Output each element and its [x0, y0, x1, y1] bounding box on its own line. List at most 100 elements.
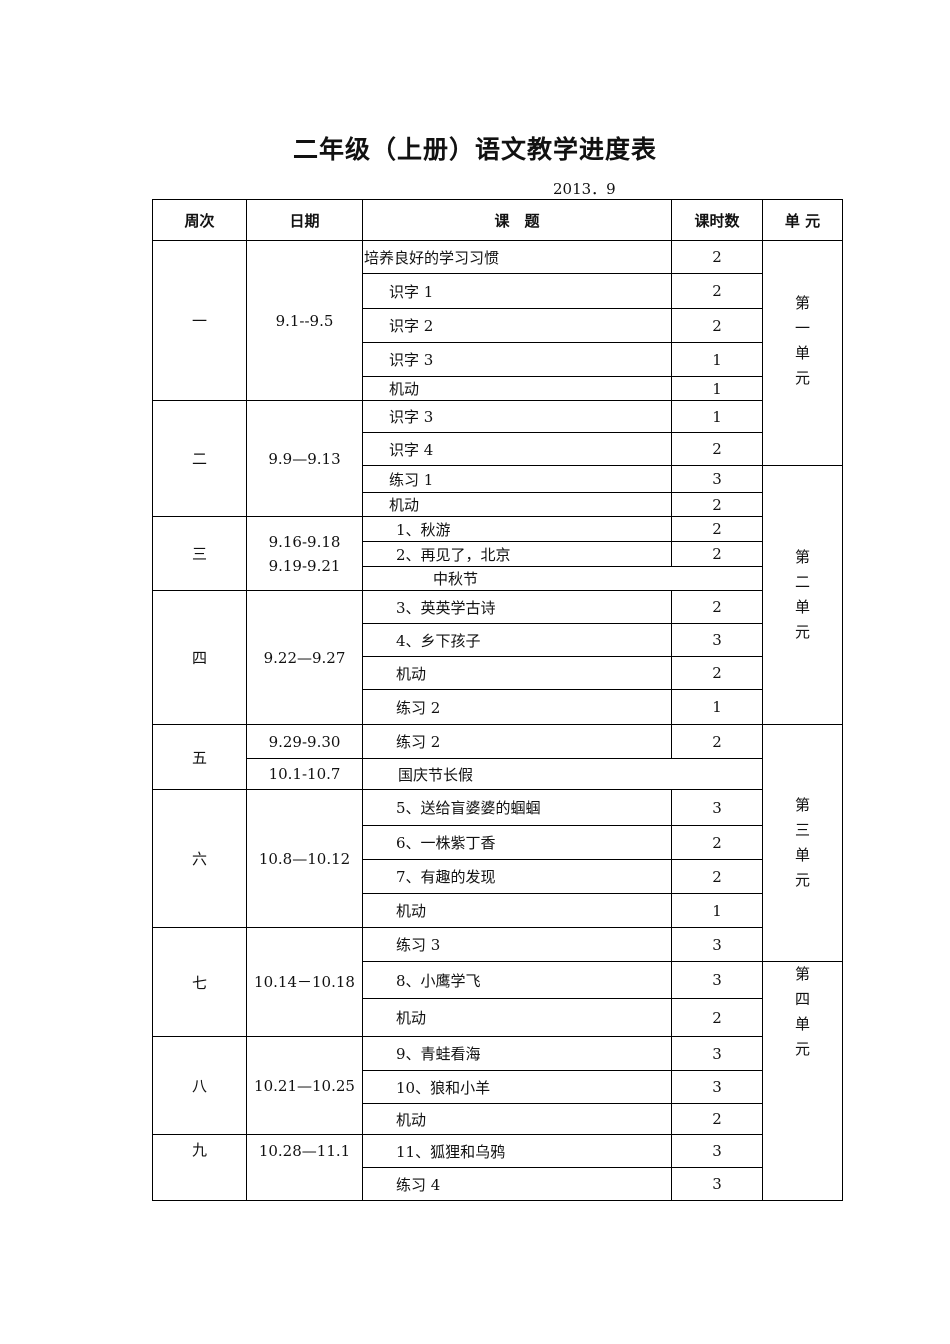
- lesson-cell: 练习 1: [362, 465, 672, 493]
- lesson-cell: 识字 3: [362, 400, 672, 433]
- date-cell: 9.9—9.13: [246, 400, 363, 517]
- lesson-cell: 练习 2: [362, 724, 672, 759]
- lesson-cell: 培养良好的学习习惯: [362, 240, 672, 274]
- lesson-hours: 1: [712, 350, 722, 369]
- hours-cell: 3: [671, 927, 763, 962]
- hours-cell: 2: [671, 273, 763, 309]
- lesson-cell: 3、英英学古诗: [362, 590, 672, 624]
- lesson-title: 8、小鹰学飞: [396, 971, 481, 990]
- lesson-title: 国庆节长假: [398, 765, 474, 784]
- document-title: 二年级（上册）语文教学进度表: [292, 135, 657, 164]
- date-range: 9.1--9.5: [276, 309, 334, 333]
- date-range: 10.21—10.25: [254, 1074, 355, 1098]
- lesson-hours: 2: [712, 545, 722, 563]
- lesson-title: 识字 4: [389, 440, 434, 459]
- lesson-title: 识字 3: [389, 351, 434, 369]
- lesson-hours: 1: [712, 698, 722, 716]
- week-label: 七: [191, 973, 207, 992]
- header-date-label: 日期: [289, 211, 320, 230]
- hours-cell: 2: [671, 656, 763, 690]
- lesson-cell: 4、乡下孩子: [362, 623, 672, 657]
- lesson-cell: 10、狼和小羊: [362, 1070, 672, 1104]
- lesson-title: 练习 2: [396, 733, 441, 751]
- week-cell: 六: [152, 789, 247, 928]
- date-text: 9.29-9.30: [268, 732, 341, 751]
- date-text: 10.8—10.12: [258, 849, 351, 868]
- unit-label: 第三单元: [794, 796, 810, 889]
- hours-cell: 1: [671, 342, 763, 377]
- lesson-cell: 练习 4: [362, 1167, 672, 1201]
- lesson-hours: 3: [712, 971, 722, 989]
- hours-cell: 3: [671, 789, 763, 826]
- lesson-title: 识字 2: [389, 317, 434, 335]
- date-cell: 10.1-10.7: [246, 758, 363, 790]
- week-cell: 四: [152, 590, 247, 725]
- hours-cell: 2: [671, 432, 763, 466]
- lesson-title: 5、送给盲婆婆的蝈蝈: [396, 799, 541, 817]
- lesson-title: 10、狼和小羊: [396, 1078, 491, 1097]
- lesson-title: 4、乡下孩子: [396, 631, 481, 650]
- date-cell: 9.16-9.18 9.19-9.21: [246, 516, 363, 591]
- date-range: 9.9—9.13: [268, 447, 340, 471]
- hours-cell: 2: [671, 516, 763, 542]
- lesson-cell: 机动: [362, 1103, 672, 1135]
- lesson-hours: 3: [712, 1044, 722, 1063]
- lesson-cell: 机动: [362, 998, 672, 1037]
- lesson-title: 机动: [389, 496, 420, 514]
- week-cell: 八: [152, 1036, 247, 1135]
- lesson-cell: 识字 4: [362, 432, 672, 466]
- date-text: 10.14－10.18: [254, 973, 355, 991]
- hours-cell: 1: [671, 400, 763, 433]
- hours-cell: 3: [671, 1070, 763, 1104]
- lesson-cell: 机动: [362, 376, 672, 401]
- lesson-cell: 识字 2: [362, 308, 672, 343]
- week-label: 一: [191, 312, 207, 330]
- hours-cell: 2: [671, 825, 763, 860]
- document-date: 2013．9: [553, 180, 616, 198]
- hours-cell: 1: [671, 376, 763, 401]
- week-label: 三: [191, 545, 207, 563]
- lesson-cell: 机动: [362, 492, 672, 517]
- lesson-title: 7、有趣的发现: [396, 868, 496, 886]
- lesson-title: 中秋节: [433, 570, 479, 588]
- date-text: 10.21—10.25: [254, 1076, 355, 1095]
- week-label: 五: [191, 748, 207, 767]
- date-cell: 10.28—11.1: [246, 1134, 363, 1201]
- lesson-hours: 1: [712, 379, 722, 398]
- lesson-cell: 识字 3: [362, 342, 672, 377]
- date-text: 10.1-10.7: [268, 765, 341, 783]
- lesson-hours: 2: [712, 520, 722, 538]
- unit-cell: 第一单元: [762, 240, 843, 466]
- lesson-title: 9、青蛙看海: [396, 1045, 481, 1063]
- hours-cell: 2: [671, 1103, 763, 1135]
- hours-cell: 3: [671, 961, 763, 999]
- lesson-title: 3、英英学古诗: [396, 598, 496, 617]
- unit-label: 第二单元: [794, 548, 810, 641]
- lesson-hours: 3: [712, 470, 722, 488]
- lesson-cell: 9、青蛙看海: [362, 1036, 672, 1071]
- header-unit-label: 单 元: [784, 211, 821, 230]
- date-cell: 10.14－10.18: [246, 927, 363, 1037]
- header-unit: 单 元: [762, 199, 843, 241]
- lesson-title: 练习 1: [389, 470, 434, 489]
- unit-label: 第一单元: [794, 294, 810, 387]
- unit-label: 第四单元: [794, 965, 810, 1058]
- lesson-title: 11、狐狸和乌鸦: [396, 1142, 506, 1161]
- week-label: 二: [191, 450, 207, 468]
- lesson-title: 培养良好的学习习惯: [364, 248, 500, 267]
- date-range: 10.14－10.18: [254, 970, 355, 994]
- date-text: 9.1--9.5: [275, 311, 334, 330]
- week-cell: 九: [152, 1134, 247, 1201]
- lesson-cell: 中秋节: [362, 566, 763, 591]
- lesson-hours: 2: [712, 1110, 722, 1128]
- week-label: 八: [191, 1077, 207, 1095]
- lesson-hours: 2: [712, 598, 722, 616]
- lesson-hours: 2: [712, 316, 722, 335]
- hours-cell: 1: [671, 893, 763, 928]
- unit-cell: 第四单元: [762, 961, 843, 1201]
- hours-cell: 2: [671, 541, 763, 567]
- week-label: 六: [191, 850, 207, 868]
- lesson-title: 机动: [396, 1110, 427, 1129]
- lesson-hours: 2: [712, 732, 722, 751]
- lesson-cell: 8、小鹰学飞: [362, 961, 672, 999]
